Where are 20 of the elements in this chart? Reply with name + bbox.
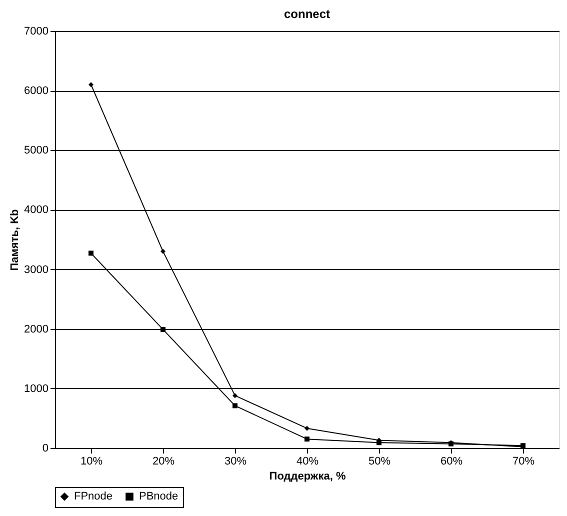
x-tick-label: 50% — [368, 456, 391, 468]
x-tick-label: 60% — [440, 456, 463, 468]
x-tick-label: 40% — [296, 456, 319, 468]
x-tick-label: 10% — [80, 456, 103, 468]
y-axis-title: Память, Kb — [9, 208, 22, 271]
x-axis-title: Поддержка, % — [269, 470, 346, 482]
y-tick-label: 2000 — [24, 323, 48, 336]
y-tick-label: 0 — [42, 442, 48, 454]
legend-label: PBnode — [139, 490, 178, 503]
chart-title: connect — [284, 7, 330, 21]
y-tick-label: 5000 — [24, 144, 48, 157]
y-tick-label: 7000 — [24, 26, 48, 38]
y-tick-label: 1000 — [24, 382, 48, 395]
y-tick-label: 4000 — [24, 204, 48, 216]
legend-label: FPnode — [74, 490, 113, 503]
x-tick-label: 70% — [512, 456, 535, 468]
y-tick-label: 6000 — [24, 85, 48, 98]
x-tick-label: 20% — [152, 456, 175, 468]
x-tick-label: 30% — [224, 456, 247, 468]
y-tick-label: 3000 — [24, 264, 48, 276]
